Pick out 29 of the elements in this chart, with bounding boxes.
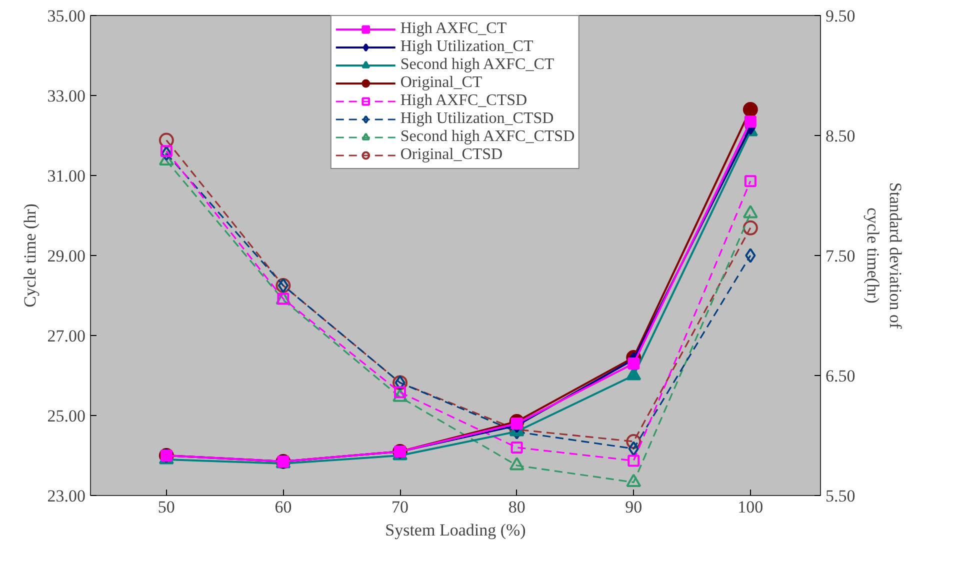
y-tick-label: 25.00 — [47, 406, 86, 426]
y-tick-label: 31.00 — [47, 166, 86, 186]
y2-tick-label: 5.50 — [826, 486, 856, 506]
x-tick-label: 80 — [508, 498, 526, 516]
y2-tick-label: 6.50 — [826, 366, 856, 386]
legend-label: High Utilization_CT — [400, 38, 534, 56]
y2-tick-label: 8.50 — [826, 126, 856, 146]
legend-label: High AXFC_CT — [400, 20, 507, 38]
x-axis-title: System Loading (%) — [385, 520, 526, 540]
y2-tick-label: 9.50 — [826, 6, 856, 26]
legend-label: Original_CT — [400, 74, 482, 92]
x-tick-label: 100 — [738, 498, 764, 516]
y2-axis-title: Standard deviation of cycle time(hr) — [863, 182, 906, 330]
y-tick-label: 27.00 — [47, 326, 86, 346]
y-tick-label: 35.00 — [47, 6, 86, 26]
y-tick-label: 33.00 — [47, 86, 86, 106]
x-tick-label: 70 — [392, 498, 409, 516]
legend-label: Original_CTSD — [400, 146, 503, 164]
legend-label: Second high AXFC_CTSD — [400, 128, 575, 146]
legend-label: Second high AXFC_CT — [400, 56, 554, 74]
x-tick-label: 50 — [158, 498, 175, 516]
x-tick-label: 90 — [625, 498, 642, 516]
y-axis-title: Cycle time (hr) — [20, 204, 40, 308]
legend-label: High AXFC_CTSD — [400, 92, 528, 110]
y-tick-label: 29.00 — [47, 246, 86, 266]
x-tick-label: 60 — [274, 498, 292, 516]
legend-label: High Utilization_CTSD — [400, 110, 554, 128]
y-tick-label: 23.00 — [47, 486, 86, 506]
y2-tick-label: 7.50 — [826, 246, 856, 266]
